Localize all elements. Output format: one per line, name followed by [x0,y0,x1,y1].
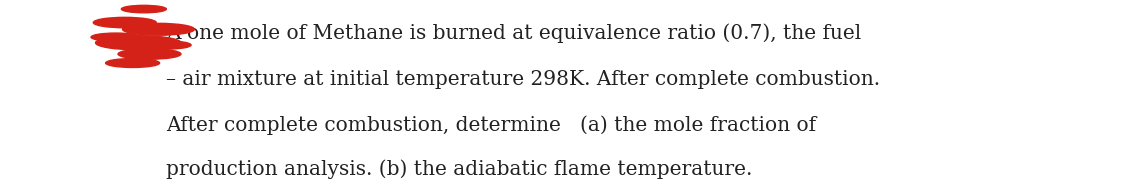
Circle shape [106,59,160,68]
Circle shape [93,17,156,28]
Circle shape [142,41,191,49]
Text: A one mole of Methane is burned at equivalence ratio (0.7), the fuel: A one mole of Methane is burned at equiv… [166,24,862,43]
Circle shape [118,49,181,59]
Circle shape [96,36,181,50]
Circle shape [121,5,166,13]
Circle shape [91,33,140,41]
Circle shape [123,23,194,35]
Text: After complete combustion, determine   (a) the mole fraction of: After complete combustion, determine (a)… [166,116,816,135]
Text: – air mixture at initial temperature 298K. After complete combustion.: – air mixture at initial temperature 298… [166,70,880,89]
Text: production analysis. (b) the adiabatic flame temperature.: production analysis. (b) the adiabatic f… [166,159,753,179]
